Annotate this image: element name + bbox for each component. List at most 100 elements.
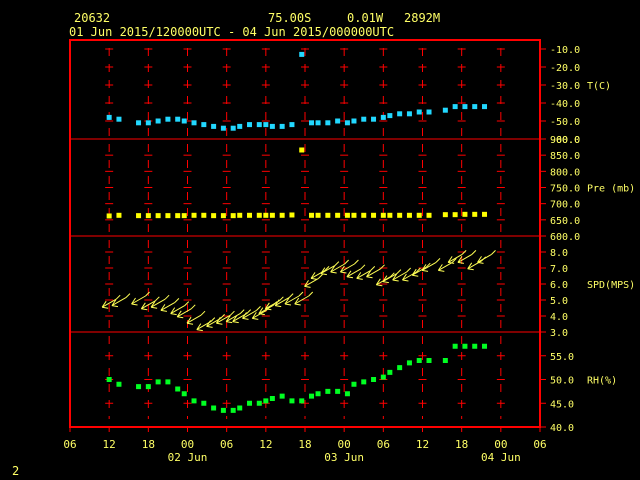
rh-point <box>237 405 243 411</box>
temp-point <box>472 104 478 110</box>
wind-barb-flag <box>471 250 477 255</box>
rh-point <box>397 365 403 371</box>
y-tick-label-pres: 700.0 <box>550 200 580 211</box>
wind-barb-shaft <box>176 308 192 318</box>
rh-point <box>279 393 285 399</box>
pres-point <box>230 213 236 219</box>
wind-barb-head <box>265 308 272 311</box>
temp-point <box>426 109 432 115</box>
rh-point <box>416 358 422 363</box>
y-tick-label-pres: 750.0 <box>550 184 580 195</box>
rh-point <box>165 379 171 385</box>
wind-barb-head <box>402 279 409 282</box>
wind-barb-shaft <box>186 314 202 324</box>
temp-point <box>191 120 197 126</box>
panel-label-pres: Pre (mb) <box>587 184 635 195</box>
wind-barb <box>392 267 412 282</box>
grid-crosses <box>105 48 505 428</box>
wind-barb-head <box>346 270 352 278</box>
wind-barb-head <box>382 281 389 284</box>
wind-barb-head <box>411 268 417 276</box>
wind-barb-head <box>215 316 221 324</box>
wind-barb-head <box>186 316 192 324</box>
temp-point <box>442 107 448 113</box>
y-tick-label-pres: 600.0 <box>550 232 580 243</box>
wind-barb-head <box>437 264 443 271</box>
pres-point <box>462 211 468 217</box>
temp-point <box>361 116 367 122</box>
pres-point <box>145 213 151 219</box>
wind-barb-head <box>206 325 213 328</box>
wind-barb <box>411 262 431 277</box>
y-tick-label-pres: 850.0 <box>550 151 580 162</box>
wind-barb <box>330 259 349 274</box>
wind-barb <box>215 310 235 325</box>
wind-barb-flag <box>344 259 349 265</box>
wind-barb-head <box>111 305 119 308</box>
wind-barb-shaft <box>411 266 427 276</box>
x-tick-label: 06 <box>533 438 546 451</box>
pres-point <box>406 212 412 218</box>
temp-point <box>175 116 181 122</box>
wind-barb-head <box>402 273 407 281</box>
wind-barb-head <box>131 303 138 306</box>
y-tick-label-temp: -50.0 <box>550 117 580 128</box>
latitude-label: 75.00S <box>268 11 311 25</box>
wind-barb-head <box>320 273 327 276</box>
wind-barb-head <box>151 306 158 309</box>
wind-barb-head <box>304 285 311 288</box>
wind-barb-shaft <box>438 261 453 271</box>
rh-point <box>289 398 295 404</box>
pres-point <box>371 212 377 218</box>
pres-point <box>380 212 386 218</box>
wind-barb-shaft <box>340 263 355 273</box>
wind-barb-shaft <box>467 260 482 270</box>
wind-barb-shaft <box>225 313 241 323</box>
time-range-label: 01 Jun 2015/120000UTC - 04 Jun 2015/0000… <box>69 25 394 39</box>
rh-point <box>482 343 488 349</box>
wind-barb-head <box>251 312 257 319</box>
wind-barb <box>477 250 496 264</box>
wind-barb-head <box>467 262 473 270</box>
pres-point <box>181 213 187 219</box>
wind-barb-flag <box>246 309 252 314</box>
temp-point <box>462 104 468 110</box>
wind-barb-head <box>111 299 117 306</box>
wind-barb-head <box>366 270 371 278</box>
rh-point <box>247 400 253 406</box>
rh-point <box>315 391 321 397</box>
pres-point <box>426 212 432 218</box>
wind-barb <box>382 269 402 284</box>
y-tick-label-wind: 5.0 <box>550 296 568 307</box>
pres-point <box>344 212 350 218</box>
wind-barb <box>457 250 477 264</box>
wind-barb <box>131 291 150 306</box>
pres-point <box>155 213 161 219</box>
pres-point <box>256 212 262 218</box>
y-tick-label-wind: 3.0 <box>550 328 568 339</box>
pres-point <box>247 212 253 218</box>
pres-point <box>335 212 341 218</box>
temp-point <box>406 111 412 117</box>
rh-point <box>116 381 122 387</box>
wind-barb-flag <box>184 301 190 306</box>
wind-barb-head <box>140 302 146 310</box>
wind-barb-flag <box>125 293 131 298</box>
temp-point <box>220 125 226 131</box>
wind-barb-head <box>412 274 419 277</box>
wind-barb <box>437 258 457 272</box>
x-tick-label: 06 <box>377 438 390 451</box>
wind-barb-head <box>330 265 336 273</box>
temp-point <box>279 123 285 129</box>
wind-barb <box>340 259 359 274</box>
pres-point <box>309 212 315 218</box>
wind-barb-head <box>340 271 347 274</box>
wind-barb-head <box>421 269 429 272</box>
wind-barb <box>196 317 216 332</box>
wind-barb <box>186 310 206 325</box>
wind-barb-head <box>392 279 399 282</box>
wind-barb-head <box>258 307 264 314</box>
wind-barb-shaft <box>111 297 127 307</box>
rh-point <box>387 369 393 375</box>
wind-barb-head <box>467 268 474 271</box>
